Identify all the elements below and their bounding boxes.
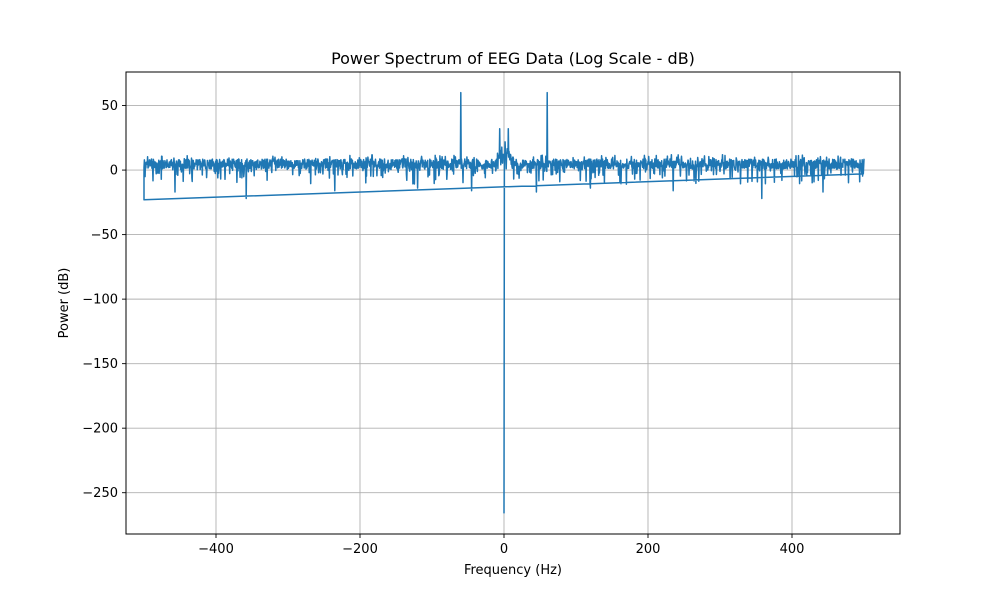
tick-layer: −400 −200 0 200 400 50 0 −50 −100 −150 −200 −250 [82, 99, 804, 557]
y-tick-label: −150 [82, 357, 118, 372]
y-tick-label: 50 [101, 99, 118, 114]
series-line-power-db [143, 91, 865, 514]
x-tick-label: 0 [500, 542, 508, 557]
x-tick-label: −200 [342, 542, 378, 557]
x-axis-label: Frequency (Hz) [464, 563, 562, 578]
plot-frame [125, 71, 901, 535]
y-tick-label: 0 [110, 164, 118, 179]
y-tick-label: −100 [82, 293, 118, 308]
y-axis-label: Power (dB) [57, 268, 72, 339]
chart-title: Power Spectrum of EEG Data (Log Scale - … [331, 49, 695, 68]
y-tick-label: −250 [82, 486, 118, 501]
x-tick-label: −400 [198, 542, 234, 557]
x-tick-label: 400 [780, 542, 805, 557]
y-tick-label: −200 [82, 422, 118, 437]
y-tick-label: −50 [91, 228, 118, 243]
x-tick-label: 200 [636, 542, 661, 557]
grid-layer [126, 72, 900, 534]
